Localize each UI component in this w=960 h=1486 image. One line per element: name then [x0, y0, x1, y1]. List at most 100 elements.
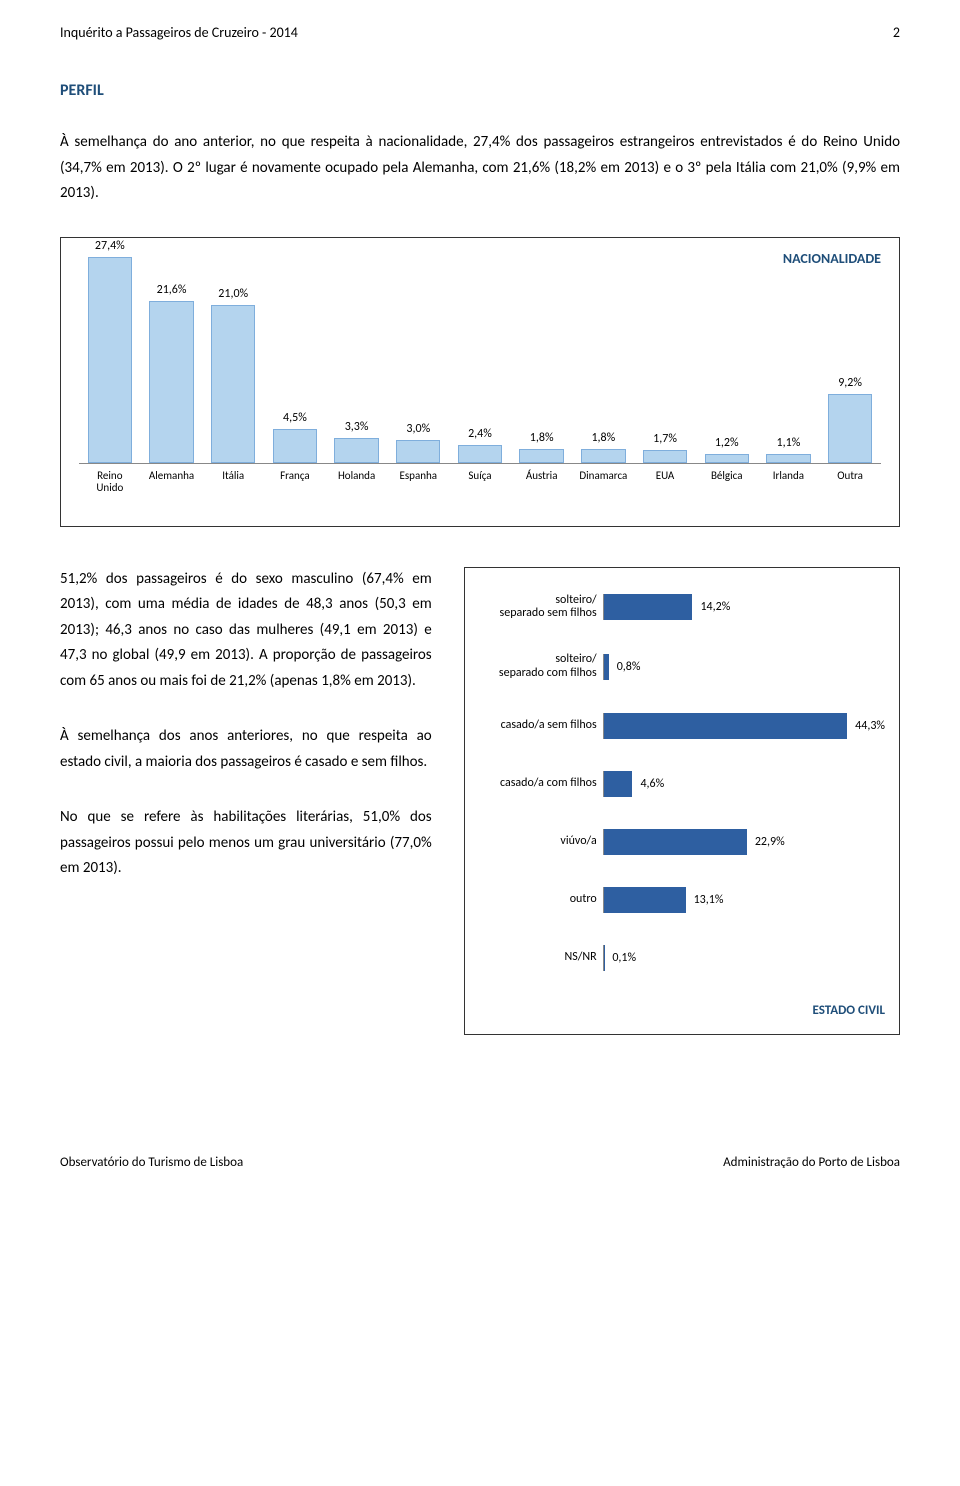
paragraph-1: À semelhança do ano anterior, no que res…	[60, 130, 900, 207]
page-header: Inquérito a Passageiros de Cruzeiro - 20…	[60, 24, 900, 41]
nationality-bar	[705, 454, 749, 463]
nationality-x-label: Holanda	[326, 470, 388, 495]
nationality-bar	[88, 257, 132, 463]
civil-row: solteiro/separado com filhos 0,8%	[475, 653, 885, 681]
nationality-value-label: 1,2%	[715, 436, 739, 450]
civil-bar	[604, 887, 686, 913]
civil-bar	[604, 654, 609, 680]
nationality-x-label: Alemanha	[141, 470, 203, 495]
civil-rows: solteiro/separado sem filhos14,2% solteir…	[475, 594, 885, 971]
civil-chart-title: ESTADO CIVIL	[475, 1003, 885, 1018]
nationality-x-label: França	[264, 470, 326, 495]
civil-row: casado/a sem filhos44,3%	[475, 713, 885, 739]
nationality-value-label: 3,0%	[406, 422, 430, 436]
nationality-value-label: 2,4%	[468, 427, 492, 441]
nationality-bar-col: 1,8%	[511, 431, 573, 463]
civil-bar-area: 14,2%	[603, 594, 885, 620]
nationality-value-label: 3,3%	[345, 420, 369, 434]
nationality-value-label: 21,6%	[157, 283, 187, 297]
civil-bar	[604, 713, 847, 739]
nationality-value-label: 1,8%	[530, 431, 554, 445]
nationality-value-label: 21,0%	[218, 287, 248, 301]
nationality-bar	[581, 449, 625, 463]
civil-row: viúvo/a 22,9%	[475, 829, 885, 855]
nationality-bar	[519, 449, 563, 463]
nationality-bar	[828, 394, 872, 463]
nationality-x-labels: ReinoUnidoAlemanhaItáliaFrançaHolandaEsp…	[79, 470, 881, 495]
civil-row: solteiro/separado sem filhos14,2%	[475, 594, 885, 622]
nationality-value-label: 27,4%	[95, 239, 125, 253]
civil-bar-area: 22,9%	[603, 829, 885, 855]
civil-row: NS/NR 0,1%	[475, 945, 885, 971]
nationality-bar	[211, 305, 255, 463]
paragraph-2: 51,2% dos passageiros é do sexo masculin…	[60, 567, 432, 695]
nationality-bar	[334, 438, 378, 463]
nationality-x-label: Itália	[202, 470, 264, 495]
paragraph-4: No que se refere às habilitações literár…	[60, 805, 432, 882]
nationality-value-label: 1,8%	[591, 431, 615, 445]
civil-bar-area: 4,6%	[603, 771, 885, 797]
nationality-value-label: 9,2%	[838, 376, 862, 390]
nationality-bar	[766, 454, 810, 462]
civil-value-label: 13,1%	[694, 893, 724, 907]
nationality-bar-col: 1,2%	[696, 436, 758, 463]
civil-bar	[604, 771, 633, 797]
nationality-x-label: Irlanda	[758, 470, 820, 495]
nationality-x-label: Dinamarca	[573, 470, 635, 495]
nationality-bar-col: 1,8%	[573, 431, 635, 463]
right-column: solteiro/separado sem filhos14,2% solteir…	[464, 567, 900, 1035]
nationality-bar-col: 27,4%	[79, 239, 141, 463]
civil-bar-area: 0,1%	[603, 945, 885, 971]
nationality-x-label: Bélgica	[696, 470, 758, 495]
nationality-x-label: Espanha	[387, 470, 449, 495]
nationality-bar-col: 1,7%	[634, 432, 696, 463]
nationality-bar-col: 1,1%	[758, 436, 820, 462]
nationality-value-label: 4,5%	[283, 411, 307, 425]
left-column: 51,2% dos passageiros é do sexo masculin…	[60, 567, 432, 1035]
civil-status-chart: solteiro/separado sem filhos14,2% solteir…	[464, 567, 900, 1035]
nationality-x-label: EUA	[634, 470, 696, 495]
nationality-bar-col: 9,2%	[819, 376, 881, 463]
civil-bar-area: 44,3%	[603, 713, 885, 739]
civil-category-label: viúvo/a	[475, 835, 603, 849]
paragraph-3: À semelhança dos anos anteriores, no que…	[60, 724, 432, 775]
header-page-number: 2	[893, 24, 900, 41]
nationality-bar-col: 4,5%	[264, 411, 326, 463]
nationality-bar-col: 3,0%	[387, 422, 449, 463]
nationality-bar-col: 2,4%	[449, 427, 511, 463]
civil-category-label: outro	[475, 893, 603, 907]
civil-category-label: NS/NR	[475, 951, 603, 965]
nationality-bar-col: 21,0%	[202, 287, 264, 463]
nationality-x-label: Outra	[819, 470, 881, 495]
civil-category-label: solteiro/separado com filhos	[475, 653, 603, 681]
footer-left: Observatório do Turismo de Lisboa	[60, 1155, 243, 1170]
nationality-bar	[149, 301, 193, 463]
page-footer: Observatório do Turismo de Lisboa Admini…	[60, 1155, 900, 1170]
civil-category-label: casado/a sem filhos	[475, 719, 603, 733]
nationality-bars: 27,4%21,6%21,0%4,5%3,3%3,0%2,4%1,8%1,8%1…	[79, 254, 881, 464]
civil-value-label: 22,9%	[755, 835, 785, 849]
nationality-bar	[643, 450, 687, 463]
civil-row: outro 13,1%	[475, 887, 885, 913]
civil-bar-area: 0,8%	[603, 654, 885, 680]
nationality-value-label: 1,7%	[653, 432, 677, 446]
header-left: Inquérito a Passageiros de Cruzeiro - 20…	[60, 24, 298, 41]
civil-value-label: 0,8%	[617, 660, 641, 674]
nationality-x-label: Suíça	[449, 470, 511, 495]
two-column-section: 51,2% dos passageiros é do sexo masculin…	[60, 567, 900, 1035]
civil-value-label: 14,2%	[700, 600, 730, 614]
civil-value-label: 4,6%	[640, 777, 664, 791]
civil-row: casado/a com filhos4,6%	[475, 771, 885, 797]
civil-bar	[604, 829, 747, 855]
nationality-value-label: 1,1%	[777, 436, 801, 450]
nationality-x-label: Áustria	[511, 470, 573, 495]
section-title: PERFIL	[60, 81, 900, 100]
nationality-bar-col: 21,6%	[141, 283, 203, 463]
nationality-chart: NACIONALIDADE 27,4%21,6%21,0%4,5%3,3%3,0…	[60, 237, 900, 527]
civil-bar-area: 13,1%	[603, 887, 885, 913]
civil-value-label: 0,1%	[612, 951, 636, 965]
nationality-bar	[396, 440, 440, 463]
nationality-bar	[458, 445, 502, 463]
civil-bar	[604, 945, 605, 971]
civil-bar	[604, 594, 693, 620]
